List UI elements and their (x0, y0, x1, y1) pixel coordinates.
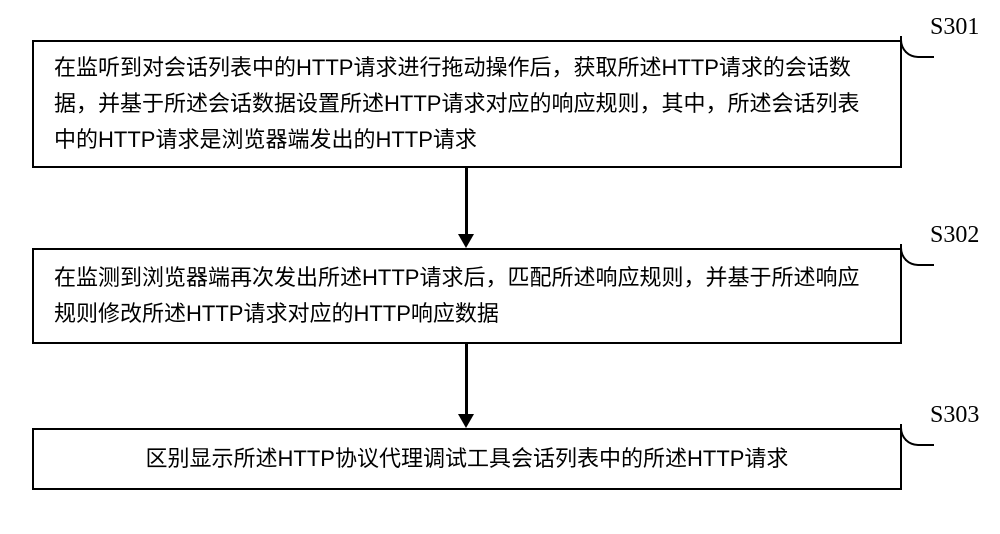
flow-step-label-s302: S302 (930, 222, 979, 249)
label-connector (900, 36, 934, 58)
flowchart-canvas: 在监听到对会话列表中的HTTP请求进行拖动操作后，获取所述HTTP请求的会话数据… (0, 0, 1000, 534)
flow-step-label-s301: S301 (930, 14, 979, 41)
flow-arrow (465, 168, 468, 234)
label-connector (900, 424, 934, 446)
flow-step-text: 区别显示所述HTTP协议代理调试工具会话列表中的所述HTTP请求 (54, 441, 880, 477)
flow-step-s303: 区别显示所述HTTP协议代理调试工具会话列表中的所述HTTP请求 (32, 428, 902, 490)
flow-arrow-head (458, 414, 474, 428)
flow-step-s301: 在监听到对会话列表中的HTTP请求进行拖动操作后，获取所述HTTP请求的会话数据… (32, 40, 902, 168)
flow-step-label-s303: S303 (930, 402, 979, 429)
label-connector (900, 244, 934, 266)
flow-arrow-head (458, 234, 474, 248)
flow-step-s302: 在监测到浏览器端再次发出所述HTTP请求后，匹配所述响应规则，并基于所述响应规则… (32, 248, 902, 344)
flow-step-text: 在监听到对会话列表中的HTTP请求进行拖动操作后，获取所述HTTP请求的会话数据… (54, 50, 880, 159)
flow-step-text: 在监测到浏览器端再次发出所述HTTP请求后，匹配所述响应规则，并基于所述响应规则… (54, 260, 880, 333)
flow-arrow (465, 344, 468, 414)
